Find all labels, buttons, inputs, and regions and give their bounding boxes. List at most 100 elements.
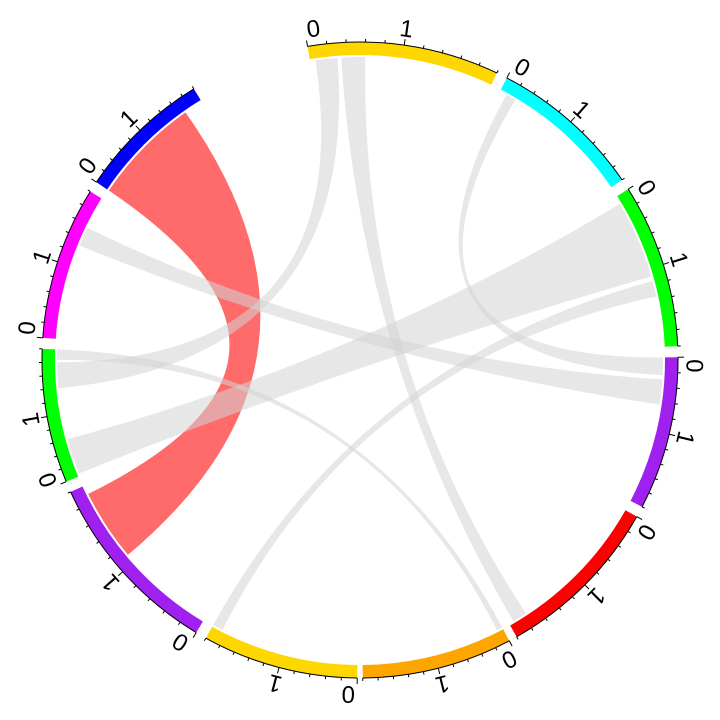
chord-link-6 <box>79 227 663 405</box>
tick-mark <box>422 671 425 675</box>
sector-s-purple-right <box>630 357 679 507</box>
sector-axis-s-purple-left <box>70 491 197 634</box>
tick-mark <box>51 259 58 263</box>
tick-label-1: 1 <box>670 428 699 447</box>
tick-mark <box>506 72 511 79</box>
tick-label-1: 1 <box>567 95 595 124</box>
tick-mark <box>452 663 455 668</box>
tick-mark <box>67 491 71 494</box>
tick-mark <box>43 305 47 308</box>
sector-axis-s-orange <box>362 640 510 679</box>
sector-s-cyan <box>500 77 623 188</box>
tick-mark <box>127 137 131 141</box>
tick-mark <box>648 492 652 495</box>
tick-mark <box>584 584 590 590</box>
tick-mark <box>117 571 124 577</box>
tick-mark <box>107 556 111 560</box>
tick-mark <box>516 636 519 640</box>
tick-mark <box>101 168 105 172</box>
tick-mark <box>558 607 562 611</box>
tick-label-0: 0 <box>497 644 521 674</box>
tick-label-0: 0 <box>13 320 41 336</box>
sector-axis-s-gold-bottom <box>205 637 358 679</box>
tick-mark <box>79 202 83 206</box>
tick-mark <box>162 610 166 614</box>
chord-link-7 <box>57 349 503 631</box>
tick-mark <box>495 647 498 651</box>
sector-s-red <box>510 510 637 637</box>
tick-mark <box>41 416 48 419</box>
tick-mark <box>570 117 576 123</box>
tick-label-1: 1 <box>398 15 415 44</box>
tick-mark <box>478 62 481 66</box>
links-layer <box>57 57 664 631</box>
chord-link-2 <box>341 57 526 622</box>
tick-mark <box>277 667 280 674</box>
sector-axis-s-red <box>516 516 638 638</box>
tick-mark <box>644 216 648 219</box>
tick-mark <box>65 231 69 234</box>
tick-mark <box>203 637 207 641</box>
tick-mark <box>530 627 534 631</box>
tick-mark <box>118 147 122 151</box>
tick-mark <box>441 49 444 53</box>
tick-label-0: 0 <box>510 53 535 83</box>
tick-mark <box>53 455 58 458</box>
tick-mark <box>545 617 548 621</box>
chord-link-highlight <box>88 112 261 555</box>
tick-label-1: 1 <box>664 249 694 270</box>
tick-label-0: 0 <box>631 175 661 200</box>
tick-mark <box>147 598 151 602</box>
tick-mark <box>50 442 54 445</box>
tick-label-0: 0 <box>168 627 194 657</box>
sector-axis-s-magenta <box>42 191 91 338</box>
tick-mark <box>247 657 250 661</box>
tick-mark <box>403 39 406 46</box>
tick-mark <box>627 530 631 534</box>
sector-axis-s-blue <box>95 88 195 183</box>
sector-axis-s-purple-right <box>641 357 679 508</box>
tick-mark <box>558 109 562 113</box>
tick-mark <box>627 185 634 190</box>
tick-mark <box>607 558 611 562</box>
tick-mark <box>602 152 606 156</box>
tick-label-1: 1 <box>265 668 285 698</box>
sector-s-green-right <box>617 189 678 347</box>
tick-mark <box>46 290 50 293</box>
tick-mark <box>87 189 91 192</box>
tick-mark <box>177 621 181 625</box>
tick-mark <box>158 109 161 113</box>
tick-mark <box>293 671 295 675</box>
sector-s-gold-top <box>307 41 497 85</box>
tick-mark <box>96 541 100 544</box>
tick-mark <box>533 90 536 94</box>
tick-mark <box>546 99 549 103</box>
tick-mark <box>218 645 221 649</box>
tick-mark <box>306 40 309 47</box>
tick-mark <box>59 245 63 248</box>
tick-mark <box>109 158 113 161</box>
tick-mark <box>671 295 675 298</box>
tick-mark <box>663 262 670 265</box>
tick-mark <box>651 231 655 234</box>
tick-label-0: 0 <box>341 680 355 707</box>
tick-mark <box>571 596 575 600</box>
tick-mark <box>636 516 643 520</box>
tick-mark <box>46 429 50 432</box>
tick-label-1: 1 <box>17 410 46 428</box>
tick-mark <box>192 632 197 638</box>
sector-s-magenta <box>42 191 102 339</box>
tick-mark <box>58 468 62 471</box>
tick-mark <box>621 177 625 181</box>
tick-mark <box>133 585 137 589</box>
tick-mark <box>669 433 676 437</box>
tick-mark <box>636 201 640 204</box>
tick-label-0: 0 <box>305 15 322 44</box>
tick-mark <box>657 247 661 250</box>
tick-mark <box>496 70 499 74</box>
tick-label-0: 0 <box>73 153 103 180</box>
tick-mark <box>660 463 664 466</box>
tick-mark <box>672 418 676 421</box>
sector-s-gold-bottom <box>205 626 358 678</box>
